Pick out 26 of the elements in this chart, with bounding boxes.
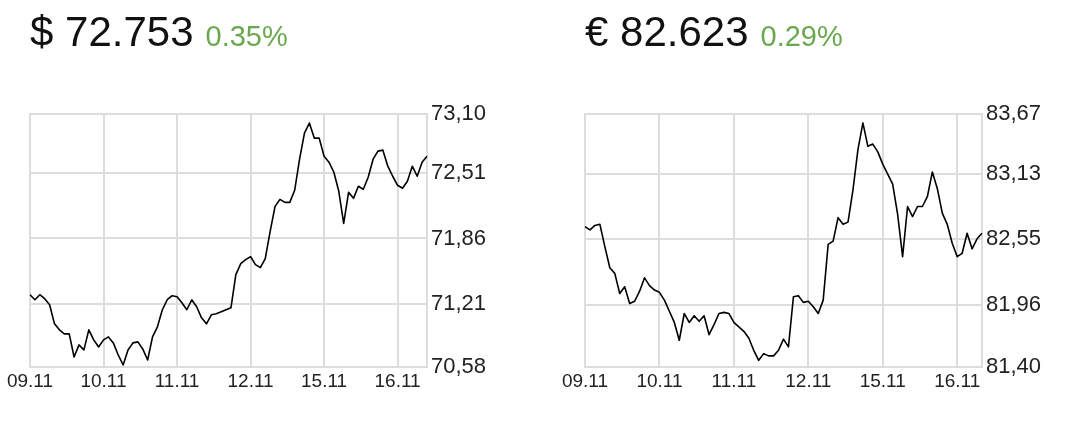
y-tick-label: 81,40 — [986, 353, 1042, 379]
x-tick-label: 16.11 — [934, 369, 981, 391]
x-tick-label: 11.11 — [711, 369, 757, 391]
y-tick-label: 71,21 — [431, 289, 487, 315]
y-tick-label: 71,86 — [431, 224, 487, 250]
y-tick-label: 73,10 — [431, 100, 487, 126]
y-tick-label: 82,55 — [986, 224, 1042, 250]
y-tick-label: 81,96 — [986, 290, 1042, 316]
y-tick-label: 83,67 — [986, 100, 1042, 126]
y-tick-label: 70,58 — [431, 353, 487, 379]
x-tick-label: 10.11 — [80, 369, 127, 391]
x-tick-label: 16.11 — [374, 369, 421, 391]
x-tick-label: 15.11 — [301, 369, 348, 391]
y-tick-label: 72,51 — [431, 159, 487, 185]
x-tick-label: 12.11 — [227, 369, 274, 391]
chart-subtitle: 0.29% — [760, 20, 843, 52]
x-tick-label: 15.11 — [859, 369, 906, 391]
x-tick-label: 09.11 — [6, 369, 54, 391]
chart-title: € 82.623 — [585, 8, 749, 55]
x-tick-label: 09.11 — [561, 369, 609, 391]
x-tick-label: 12.11 — [785, 369, 832, 391]
x-tick-label: 11.11 — [154, 369, 200, 391]
x-tick-label: 10.11 — [636, 369, 683, 391]
chart-title: $ 72.753 — [30, 8, 194, 55]
chart-subtitle: 0.35% — [205, 20, 288, 52]
y-tick-label: 83,13 — [986, 160, 1042, 186]
